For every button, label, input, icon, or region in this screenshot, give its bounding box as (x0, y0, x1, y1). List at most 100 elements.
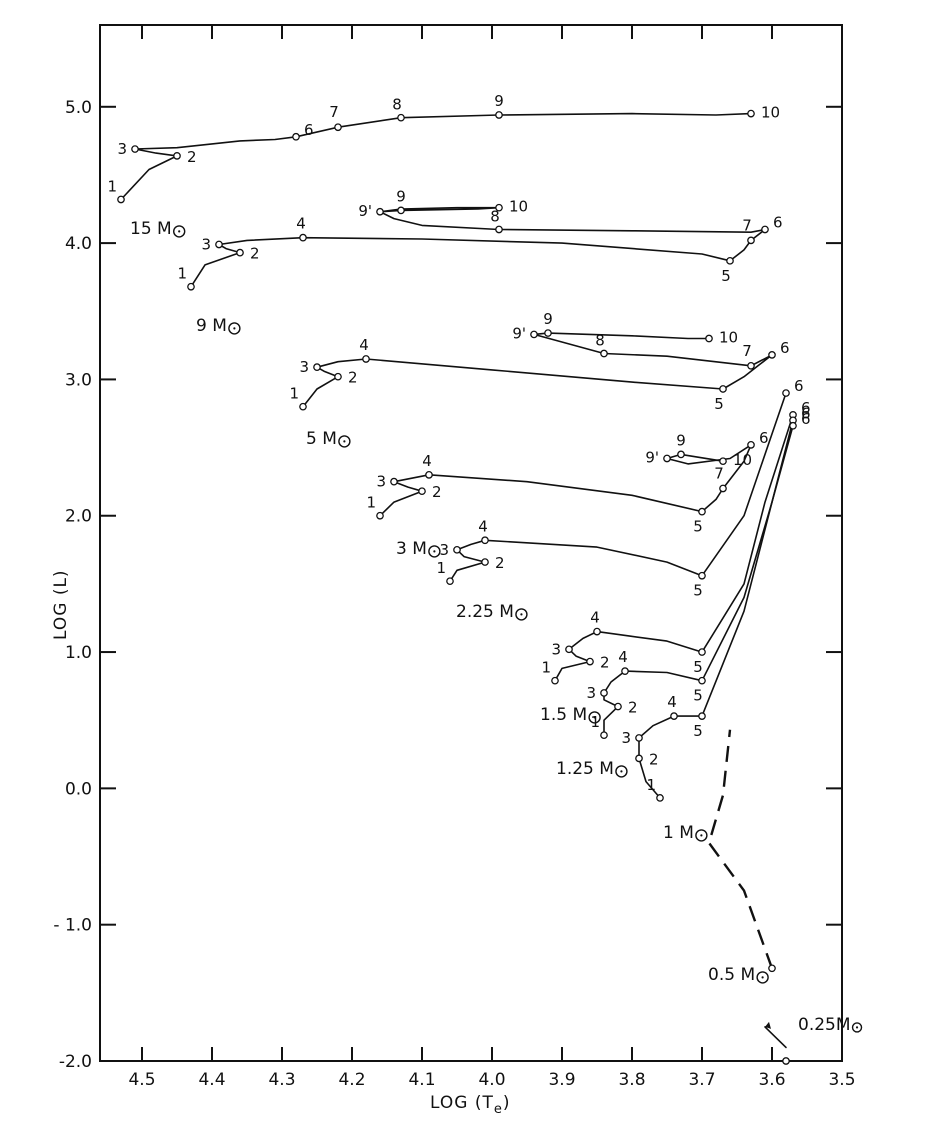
track-point-label: 2 (187, 148, 197, 166)
y-tick-label: 1.0 (65, 643, 92, 663)
track-point-marker (481, 558, 489, 566)
track-point-label: 8 (392, 96, 402, 114)
y-tick-label: 2.0 (65, 507, 92, 527)
track-point-label: 8 (490, 207, 500, 225)
y-axis-title: LOG (L) (51, 569, 71, 640)
x-axis-title-subscript: e (494, 1102, 503, 1117)
track-15msun (120, 112, 752, 201)
track-point-label: 6 (304, 121, 314, 139)
sun-symbol-icon (228, 322, 241, 335)
sun-symbol-dot (233, 327, 236, 330)
track-point-label: 9 (543, 310, 553, 328)
track-point-label: 2 (348, 369, 358, 387)
ticks-layer: 4.5 4.4 4.3 4.2 4.1 4.0 3.9 3.8 3.7 3.6 3.5 5.0 4.0 3… (53, 25, 856, 1090)
track-point-label: 7 (742, 216, 752, 234)
track-1msun (638, 425, 794, 799)
mass-label: 9 M (196, 316, 227, 336)
markers-layer (117, 109, 797, 1065)
track-point-label: 4 (590, 609, 600, 627)
track-point-marker (530, 330, 538, 339)
track-point-label: 9 (676, 431, 686, 449)
sun-symbol-icon (428, 545, 441, 558)
track-point-label: 1 (366, 494, 376, 512)
track-point-marker (215, 240, 223, 249)
track-point-label: 8 (595, 332, 605, 350)
track-point-label: 5 (721, 267, 731, 285)
track-point-marker (635, 734, 643, 742)
mass-label: 3 M (396, 539, 427, 559)
track-point-label: 2 (432, 483, 442, 501)
track-point-marker (621, 667, 629, 675)
track-point-label: 9 (396, 187, 406, 205)
track-point-label: 10 (509, 198, 528, 216)
sun-symbol-dot (343, 440, 346, 443)
track-point-label: 2 (649, 750, 659, 768)
track-point-label: 3 (551, 640, 561, 658)
track-point-label: 1 (289, 385, 299, 403)
track-point-marker (376, 207, 384, 216)
tracks-layer (120, 112, 794, 1049)
track-point-label: 1 (646, 776, 656, 794)
x-tick-label: 3.9 (548, 1070, 575, 1090)
track-point-label: 5 (693, 582, 703, 600)
track-point-label: 5 (693, 722, 703, 740)
sun-symbol-dot (700, 834, 703, 837)
track-point-marker (334, 123, 342, 132)
sun-symbol-dot (178, 230, 181, 233)
track-point-label: 6 (759, 429, 769, 447)
track-point-marker (425, 470, 433, 479)
mass-label: 1.5 M (540, 705, 587, 725)
x-axis-title-close: ) (503, 1093, 511, 1113)
sun-symbol-dot (433, 550, 436, 553)
track-point-label: 9' (358, 202, 372, 220)
track-point-marker (698, 507, 706, 516)
sun-symbol-dot (620, 770, 623, 773)
sun-symbol-dot (855, 1026, 859, 1029)
track-point-marker (173, 152, 181, 160)
track-point-label: 7 (329, 103, 339, 121)
track-2.25msun (449, 392, 787, 582)
track-point-marker (677, 450, 685, 459)
track-point-label: 5 (693, 658, 703, 676)
track-point-label: 5 (693, 687, 703, 705)
y-tick-label: 5.0 (65, 98, 92, 118)
sun-symbol-icon (756, 971, 769, 984)
track-point-label: 2 (600, 654, 610, 672)
track-point-label: 10 (719, 329, 738, 347)
track-point-marker (719, 457, 727, 466)
track-point-marker (600, 731, 608, 740)
mass-label: 0.25M (798, 1015, 851, 1035)
track-point-marker (600, 689, 608, 697)
track-point-label: 4 (478, 517, 488, 535)
x-axis-title: LOG (Te) (430, 1093, 510, 1117)
track-point-label: 6 (801, 404, 811, 422)
track-point-marker (698, 676, 706, 685)
track-point-marker (390, 477, 398, 486)
track-point-marker (663, 454, 671, 463)
track-point-marker (670, 712, 678, 720)
track-point-marker (376, 511, 384, 520)
track-point-marker (551, 676, 559, 685)
sun-symbol-icon (588, 711, 601, 724)
track-point-label: 2 (495, 554, 505, 572)
track-point-label: 7 (742, 342, 752, 360)
track-point-label: 3 (201, 235, 211, 253)
y-tick-label: 4.0 (65, 234, 92, 254)
track-point-label: 9' (512, 324, 526, 342)
track-point-marker (705, 334, 713, 343)
track-point-marker (131, 145, 139, 153)
track-1.5msun (554, 414, 794, 682)
track-0.25msun (764, 1026, 787, 1049)
track-point-marker (747, 109, 755, 118)
track-point-marker (495, 203, 503, 212)
track-point-label: 9' (645, 448, 659, 466)
track-point-label: 1 (541, 659, 551, 677)
track-point-marker (761, 225, 769, 234)
track-point-label: 5 (714, 395, 724, 413)
sun-symbol-icon (515, 608, 528, 621)
track-point-marker (768, 964, 776, 973)
x-tick-label: 3.7 (688, 1070, 715, 1090)
track-point-label: 3 (376, 473, 386, 491)
y-tick-label: - 1.0 (53, 916, 92, 936)
